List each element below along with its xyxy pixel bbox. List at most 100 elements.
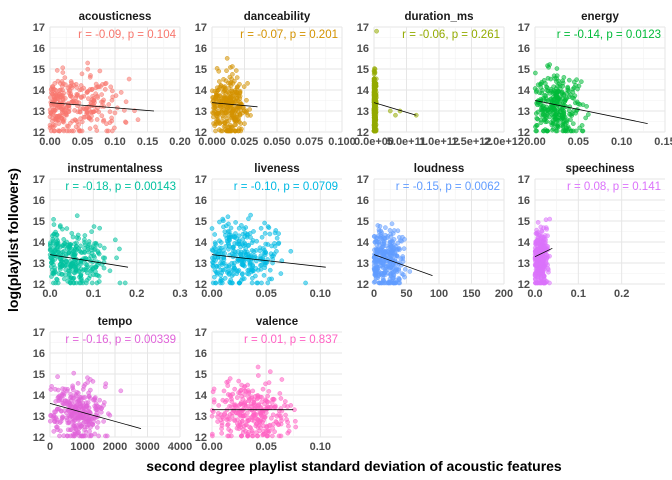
- data-point: [104, 128, 110, 134]
- data-point: [265, 393, 270, 399]
- data-point: [70, 387, 76, 393]
- data-point: [61, 128, 67, 134]
- data-point: [64, 433, 70, 439]
- x-tick-label: 0.050: [263, 136, 291, 148]
- data-point: [239, 393, 244, 399]
- y-tick-label: 12: [518, 279, 530, 291]
- data-point: [269, 276, 275, 282]
- data-point: [47, 122, 53, 128]
- data-point: [58, 428, 63, 434]
- data-point: [57, 98, 63, 104]
- data-point: [555, 95, 561, 101]
- data-point: [74, 85, 80, 90]
- data-point: [54, 236, 59, 242]
- x-tick-label: 1.5e+12: [451, 136, 491, 148]
- data-point: [285, 430, 291, 436]
- data-point: [75, 390, 81, 396]
- data-point: [51, 270, 57, 275]
- data-point: [72, 117, 78, 123]
- data-point: [257, 428, 263, 434]
- correlation-label: r = -0.15, p = 0.0062: [396, 181, 500, 193]
- correlation-label: r = -0.10, p = 0.0709: [234, 181, 338, 193]
- data-point: [210, 114, 216, 120]
- data-point: [230, 391, 236, 397]
- x-tick-label: 0.05: [255, 441, 276, 453]
- y-tick-label: 14: [357, 237, 370, 249]
- data-point: [72, 108, 78, 113]
- panel-title: valence: [256, 316, 298, 328]
- data-point: [106, 411, 111, 417]
- data-point: [384, 267, 390, 273]
- y-tick-label: 14: [195, 85, 208, 97]
- data-point: [112, 125, 117, 131]
- correlation-label: r = -0.18, p = 0.00143: [65, 181, 176, 193]
- data-point: [77, 248, 82, 254]
- data-point: [223, 243, 229, 249]
- data-point: [217, 245, 222, 251]
- data-point: [60, 65, 66, 71]
- data-point: [94, 117, 100, 122]
- data-point: [101, 419, 106, 424]
- data-point: [542, 109, 548, 114]
- data-point: [241, 406, 247, 412]
- data-point: [262, 230, 268, 236]
- y-tick-label: 15: [33, 64, 45, 76]
- regression-line: [211, 102, 258, 108]
- data-point: [580, 128, 586, 134]
- data-point: [533, 70, 538, 76]
- x-tick-label: 100: [430, 288, 448, 300]
- y-tick-label: 13: [195, 258, 207, 270]
- data-point: [536, 235, 541, 240]
- data-point: [249, 280, 255, 286]
- data-point: [93, 240, 99, 246]
- data-point: [56, 394, 61, 400]
- data-point: [71, 423, 77, 428]
- data-point: [555, 123, 561, 129]
- data-point: [372, 87, 377, 93]
- y-axis-label: log(playlist followers): [5, 168, 21, 312]
- panel-energy: energy r = -0.14, p = 0.0123 12 13 14 15 16 17 0…: [518, 11, 672, 148]
- data-point: [77, 87, 83, 93]
- data-point: [76, 122, 81, 127]
- data-point: [387, 227, 393, 233]
- y-tick-label: 15: [195, 64, 207, 76]
- data-point: [538, 275, 544, 281]
- x-tick-label: 0.100: [328, 136, 356, 148]
- data-point: [57, 433, 62, 439]
- data-point: [532, 271, 538, 277]
- x-tick-label: 0.2: [614, 288, 629, 300]
- x-tick-label: 0.0: [42, 288, 57, 300]
- data-point: [222, 411, 228, 416]
- data-point: [122, 280, 128, 286]
- data-point: [107, 109, 113, 115]
- data-point: [548, 97, 554, 103]
- data-point: [229, 413, 235, 419]
- data-point: [94, 280, 100, 286]
- data-point: [68, 120, 73, 126]
- x-tick-label: 0.2: [129, 288, 144, 300]
- data-point: [400, 254, 406, 259]
- y-tick-label: 15: [33, 369, 45, 381]
- y-tick-label: 14: [195, 237, 208, 249]
- data-point: [377, 280, 383, 286]
- data-point: [102, 255, 108, 261]
- data-point: [55, 78, 61, 84]
- data-point: [237, 96, 243, 102]
- data-point: [89, 86, 95, 92]
- data-point: [228, 225, 234, 231]
- data-point: [253, 412, 259, 418]
- data-point: [538, 224, 544, 230]
- data-point: [268, 251, 274, 257]
- data-point: [255, 364, 261, 370]
- data-point: [96, 433, 102, 439]
- data-point: [546, 64, 551, 70]
- data-point: [544, 104, 549, 110]
- data-point: [246, 389, 252, 395]
- data-point: [278, 396, 284, 401]
- data-point: [220, 115, 226, 120]
- data-point: [90, 422, 96, 427]
- data-point: [58, 223, 63, 228]
- data-point: [65, 278, 71, 284]
- y-tick-label: 14: [33, 85, 46, 97]
- data-point: [247, 397, 252, 402]
